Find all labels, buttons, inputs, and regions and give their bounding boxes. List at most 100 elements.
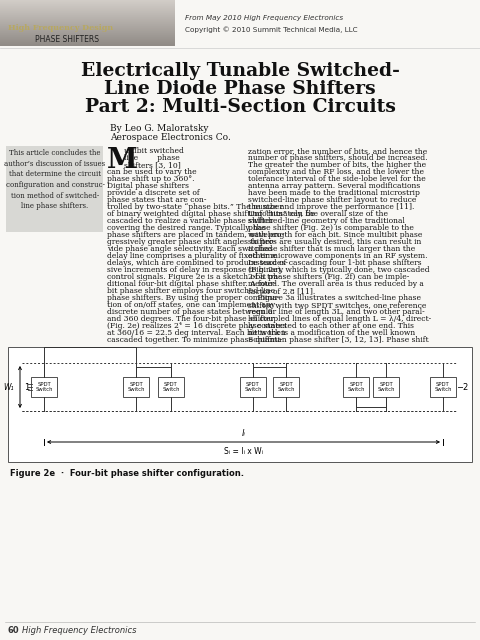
Text: Electrically Tunable Switched-: Electrically Tunable Switched- (81, 62, 399, 80)
Text: Unfortunately, the overall size of the: Unfortunately, the overall size of the (248, 210, 388, 218)
Bar (0, 12, 175, 13)
Text: shifters are usually desired, this can result in: shifters are usually desired, this can r… (248, 238, 421, 246)
Text: SPDT
Switch: SPDT Switch (35, 381, 53, 392)
Text: Line Diode Phase Shifters: Line Diode Phase Shifters (104, 80, 376, 98)
Bar (0, 44, 175, 45)
Text: phase shifters. By using the proper combina-: phase shifters. By using the proper comb… (107, 294, 279, 302)
Text: provide a discrete set of: provide a discrete set of (107, 189, 200, 197)
Bar (0, 13, 175, 15)
Bar (0, 1, 175, 3)
Text: other microwave components in an RF system.: other microwave components in an RF syst… (248, 252, 428, 260)
Bar (0, 11, 175, 13)
Bar (0, 28, 175, 29)
Text: line        phase: line phase (124, 154, 180, 162)
Bar (0, 20, 175, 22)
Text: Aerospace Electronics Co.: Aerospace Electronics Co. (110, 133, 231, 142)
Bar (0, 42, 175, 44)
Text: ultibit switched: ultibit switched (124, 147, 184, 155)
Bar (31, 377, 57, 397)
Text: Copyright © 2010 Summit Technical Media, LLC: Copyright © 2010 Summit Technical Media,… (185, 27, 358, 33)
Bar (158, 377, 184, 397)
Text: cascaded to realize a variable phase shifter: cascaded to realize a variable phase shi… (107, 217, 273, 225)
Bar (8, 347, 472, 462)
Text: sive increments of delay in response to binary: sive increments of delay in response to … (107, 266, 283, 274)
Bar (0, 9, 175, 10)
Text: ditional four-bit digital phase shifter. A four-: ditional four-bit digital phase shifter.… (107, 280, 276, 288)
Text: number of phase shifters, should be increased.: number of phase shifters, should be incr… (248, 154, 428, 162)
Text: control signals. Figure 2e is a sketch of a tra-: control signals. Figure 2e is a sketch o… (107, 273, 281, 281)
Text: SPDT
Switch: SPDT Switch (377, 381, 395, 392)
Text: network is a modification of the well known: network is a modification of the well kn… (248, 329, 415, 337)
Bar (0, 3, 175, 4)
Text: phase shifters are placed in tandem, with pro-: phase shifters are placed in tandem, wit… (107, 231, 284, 239)
Text: Figure 2e  ·  Four-bit phase shifter configuration.: Figure 2e · Four-bit phase shifter confi… (10, 469, 244, 478)
Text: phase shifter (Fig. 2e) is comparable to the: phase shifter (Fig. 2e) is comparable to… (248, 224, 414, 232)
Text: zation error, the number of bits, and hence the: zation error, the number of bits, and he… (248, 147, 427, 155)
Bar (0, 15, 175, 17)
Bar (343, 377, 369, 397)
Text: W₁: W₁ (3, 383, 14, 392)
Text: 2-bit phase shifters (Fig. 2f) can be imple-: 2-bit phase shifters (Fig. 2f) can be im… (248, 273, 409, 281)
Bar (0, 39, 175, 40)
Bar (0, 8, 175, 10)
Bar (273, 377, 299, 397)
Text: switched-line geometry of the traditional: switched-line geometry of the traditiona… (248, 217, 405, 225)
Bar (373, 377, 399, 397)
Bar (0, 27, 175, 29)
Text: have been made to the traditional microstrip: have been made to the traditional micros… (248, 189, 420, 197)
Text: can be used to vary the: can be used to vary the (107, 168, 197, 176)
Text: lᵢ: lᵢ (241, 429, 245, 438)
Text: delays, which are combined to produce succes-: delays, which are combined to produce su… (107, 259, 288, 267)
Bar (0, 41, 175, 42)
Text: Schiffman phase shifter [3, 12, 13]. Phase shift: Schiffman phase shifter [3, 12, 13]. Pha… (248, 336, 429, 344)
Text: This article concludes the
author’s discussion of issues
that determine the circ: This article concludes the author’s disc… (4, 149, 106, 211)
Bar (0, 16, 175, 17)
Bar (0, 0, 175, 1)
Bar (0, 40, 175, 42)
Bar (0, 17, 175, 19)
Bar (0, 25, 175, 26)
Bar (240, 377, 266, 397)
Text: M: M (107, 147, 138, 174)
Text: 2: 2 (462, 383, 467, 392)
Text: SPDT
Switch: SPDT Switch (162, 381, 180, 392)
Text: ly connected to each other at one end. This: ly connected to each other at one end. T… (248, 322, 414, 330)
Text: (Fig. 2e) realizes 2⁴ = 16 discrete phase states: (Fig. 2e) realizes 2⁴ = 16 discrete phas… (107, 322, 287, 330)
Text: Instead of cascading four 1-bit phase shifters: Instead of cascading four 1-bit phase sh… (248, 259, 421, 267)
Text: By Leo G. Maloratsky: By Leo G. Maloratsky (110, 124, 208, 133)
Text: 1: 1 (24, 383, 29, 392)
Bar (0, 23, 175, 24)
Bar (0, 5, 175, 6)
Text: Part 2: Multi-Section Circuits: Part 2: Multi-Section Circuits (84, 98, 396, 116)
Text: cascaded together. To minimize phase quanti-: cascaded together. To minimize phase qua… (107, 336, 283, 344)
Text: 60: 60 (8, 626, 20, 635)
Text: factor of 2.8 [11].: factor of 2.8 [11]. (248, 287, 315, 295)
Bar (0, 35, 175, 36)
Text: antenna array pattern. Several modifications: antenna array pattern. Several modificat… (248, 182, 420, 190)
Bar (0, 30, 175, 31)
Text: vide phase angle selectivity. Each switched: vide phase angle selectivity. Each switc… (107, 245, 273, 253)
Text: phase states that are con-: phase states that are con- (107, 196, 206, 204)
Text: phase shift up to 360°.: phase shift up to 360°. (107, 175, 194, 183)
Text: and 360 degrees. The four-bit phase shifter: and 360 degrees. The four-bit phase shif… (107, 315, 274, 323)
Text: The greater the number of bits, the higher the: The greater the number of bits, the high… (248, 161, 426, 169)
Bar (0, 36, 175, 38)
Text: wavelength for each bit. Since multibit phase: wavelength for each bit. Since multibit … (248, 231, 422, 239)
Bar (0, 37, 175, 38)
Bar (0, 4, 175, 6)
Bar (0, 2, 175, 3)
Text: SPDT
Switch: SPDT Switch (434, 381, 452, 392)
Bar (0, 24, 175, 26)
Bar (0, 31, 175, 33)
Text: discrete number of phase states between 0: discrete number of phase states between … (107, 308, 273, 316)
Bar (0, 43, 175, 45)
Text: tolerance interval of the side-lobe level for the: tolerance interval of the side-lobe leve… (248, 175, 426, 183)
Bar (0, 33, 175, 35)
Text: High Frequency Design: High Frequency Design (8, 24, 113, 32)
Text: of binary weighted digital phase shifting “bits” can be: of binary weighted digital phase shiftin… (107, 210, 314, 218)
Bar (123, 377, 149, 397)
Text: SPDT
Switch: SPDT Switch (347, 381, 365, 392)
Text: From May 2010 High Frequency Electronics: From May 2010 High Frequency Electronics (185, 15, 343, 21)
Text: a phase shifter that is much larger than the: a phase shifter that is much larger than… (248, 245, 415, 253)
Bar (0, 14, 175, 15)
